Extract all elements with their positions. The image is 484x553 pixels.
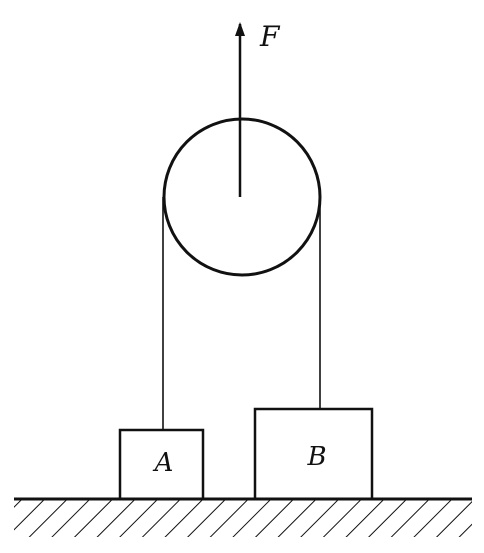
block-a-label: A (153, 448, 174, 478)
block-b-label: B (306, 442, 326, 472)
ground-hatching (14, 499, 472, 537)
force-label: F (259, 20, 281, 53)
block-b-label-bg (303, 440, 331, 470)
block-a-label-bg (152, 449, 176, 477)
pulley-wheel (162, 117, 322, 277)
